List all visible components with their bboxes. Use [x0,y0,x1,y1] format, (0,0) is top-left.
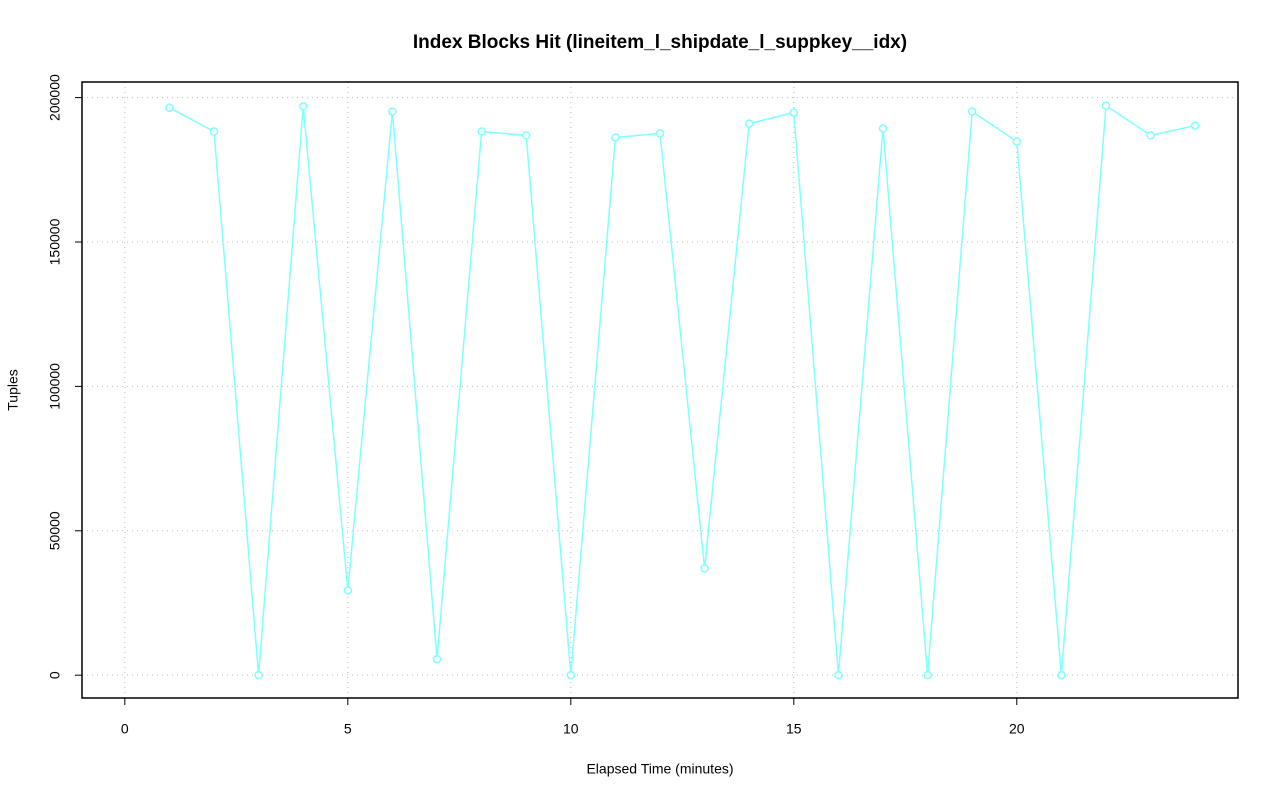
data-point [744,119,754,128]
data-point [165,103,174,112]
data-point [1057,670,1066,680]
x-tick-label: 10 [563,721,579,737]
data-point [967,107,977,116]
data-point [1012,137,1022,146]
data-point [566,670,576,680]
x-axis-label: Elapsed Time (minutes) [586,761,733,777]
data-point [923,670,932,680]
data-point [878,124,888,133]
y-tick-label: 150000 [47,218,63,265]
chart-title: Index Blocks Hit (lineitem_l_shipdate_l_… [413,32,907,53]
data-point [1190,121,1200,130]
data-point [209,127,219,136]
data-point [789,108,799,117]
data-point [388,107,397,116]
y-tick-label: 100000 [47,363,63,410]
data-point [298,102,308,111]
data-point [254,670,263,680]
data-point [700,564,709,573]
data-point [611,133,620,142]
data-point [477,127,486,136]
data-point [432,654,442,664]
y-tick-label: 200000 [47,74,63,121]
data-point [1146,131,1155,140]
data-point [521,131,531,140]
x-tick-label: 5 [344,721,352,737]
x-tick-label: 0 [121,721,129,737]
x-tick-label: 20 [1009,721,1025,737]
y-tick-label: 0 [47,671,63,679]
data-point [343,586,353,595]
y-tick-label: 50000 [47,511,63,550]
plot-frame [81,81,1239,699]
data-line [169,104,1196,676]
data-point [834,670,843,680]
data-point [1101,101,1111,110]
data-point [655,129,665,138]
y-axis-label: Tuples [5,369,21,411]
x-tick-label: 15 [786,721,802,737]
